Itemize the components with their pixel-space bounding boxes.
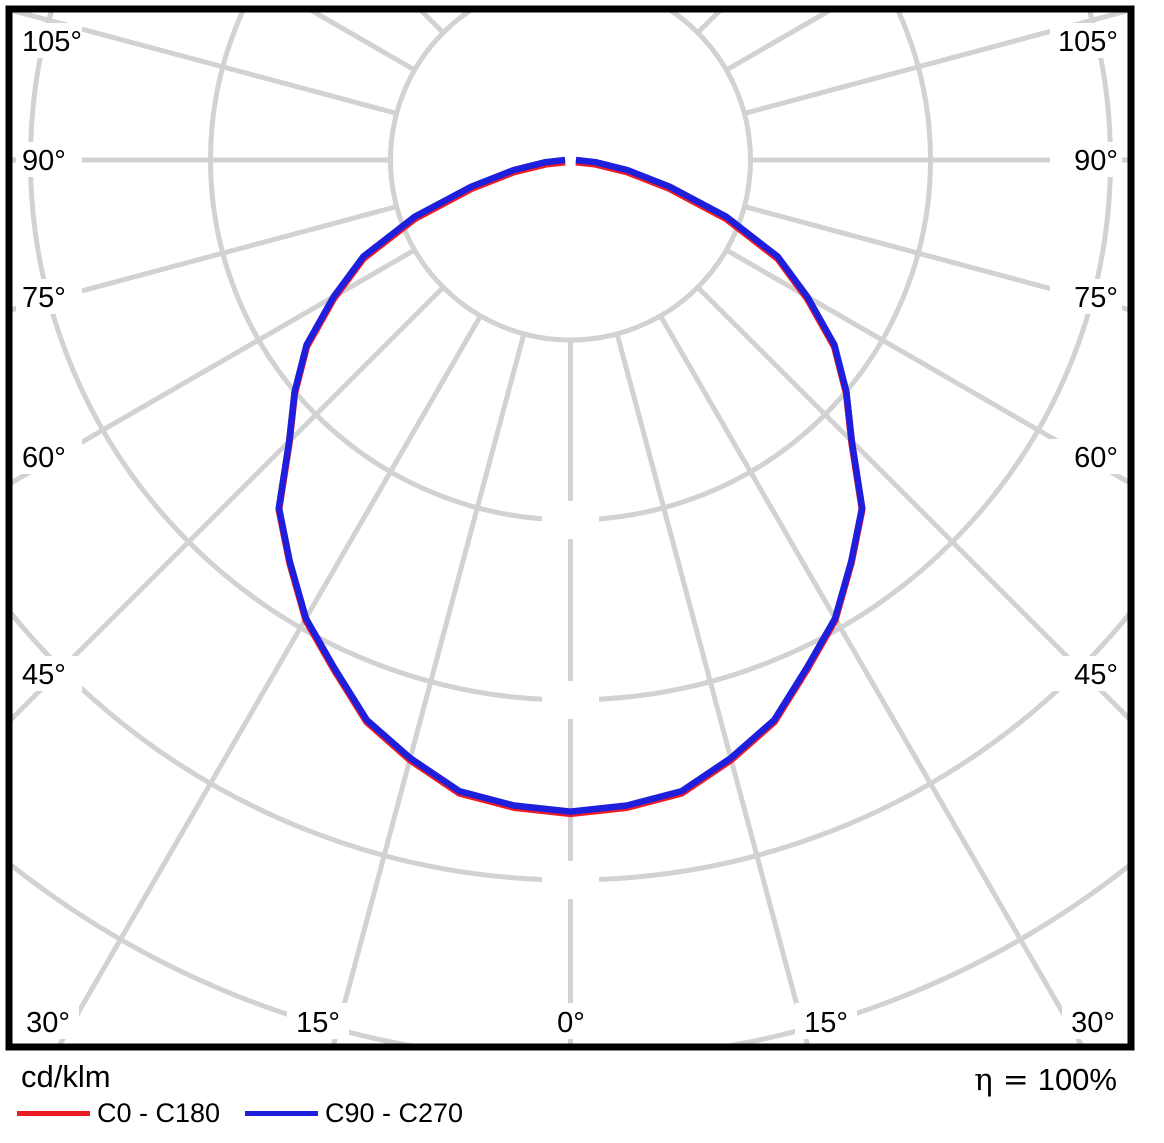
angle-tick-label: 0°: [557, 1007, 585, 1039]
ring-label-box: [542, 681, 599, 719]
angle-tick-label: 90°: [1074, 145, 1118, 177]
angle-gridline: [743, 12, 1131, 116]
angle-tick-label: 60°: [1074, 442, 1118, 474]
label-bg: [1050, 279, 1122, 314]
angle-gridline: [12, 204, 398, 313]
angle-gridline: [55, 314, 483, 1047]
angle-gridline: [725, 247, 1131, 487]
label-bg: [16, 23, 82, 58]
angle-gridline: [658, 314, 1086, 1047]
angle-tick-label: 75°: [1074, 282, 1118, 314]
label-bg: [17, 1003, 79, 1039]
angle-gridline: [0, 0, 481, 4]
angle-tick-label: 90°: [22, 145, 66, 177]
angle-gridline: [330, 333, 527, 1047]
angle-gridline: [614, 333, 811, 1047]
efficiency-symbol: η =: [974, 1062, 1029, 1098]
angle-tick-label: 60°: [22, 442, 66, 474]
angle-tick-label: 45°: [1074, 659, 1118, 691]
angle-tick-label: 45°: [22, 659, 66, 691]
legend-label-c0-c180: C0 - C180: [97, 1098, 221, 1128]
angle-gridline: [661, 0, 1164, 4]
ring-label-box: [542, 861, 599, 899]
label-bg: [540, 1003, 602, 1039]
angle-gridline: [12, 12, 398, 116]
angle-gridline: [12, 247, 416, 486]
angle-gridline: [743, 204, 1131, 313]
label-bg: [16, 439, 82, 474]
plot-border: [5, 5, 1135, 1051]
label-bg: [1050, 23, 1122, 58]
efficiency-readout: η = 100%: [974, 1062, 1117, 1098]
angle-tick-label: 15°: [804, 1007, 848, 1039]
angle-tick-label: 30°: [1071, 1007, 1115, 1039]
unit-label: cd/klm: [21, 1059, 111, 1094]
curve-c90-c270: [275, 156, 866, 815]
label-bg: [1050, 656, 1122, 691]
label-bg: [16, 142, 82, 177]
legend-label-c90-c270: C90 - C270: [325, 1098, 464, 1128]
efficiency-value: 100%: [1037, 1062, 1117, 1097]
label-bg: [1062, 1003, 1124, 1039]
angle-tick-label: 75°: [22, 282, 66, 314]
legend-swatch-c90-c270: [245, 1111, 318, 1116]
label-bg: [795, 1003, 857, 1039]
label-bg: [1050, 439, 1122, 474]
label-bg: [16, 656, 82, 691]
angle-tick-label: 105°: [1058, 26, 1118, 58]
polar-ring: [12, 608, 1131, 883]
angle-tick-label: 30°: [26, 1007, 70, 1039]
angle-tick-label: 15°: [296, 1007, 340, 1039]
label-bg: [1050, 142, 1122, 177]
label-bg: [287, 1003, 349, 1039]
label-bg: [16, 279, 82, 314]
legend-swatch-c0-c180: [17, 1111, 90, 1116]
ring-label-box: [542, 501, 599, 539]
angle-tick-label: 105°: [22, 26, 82, 58]
